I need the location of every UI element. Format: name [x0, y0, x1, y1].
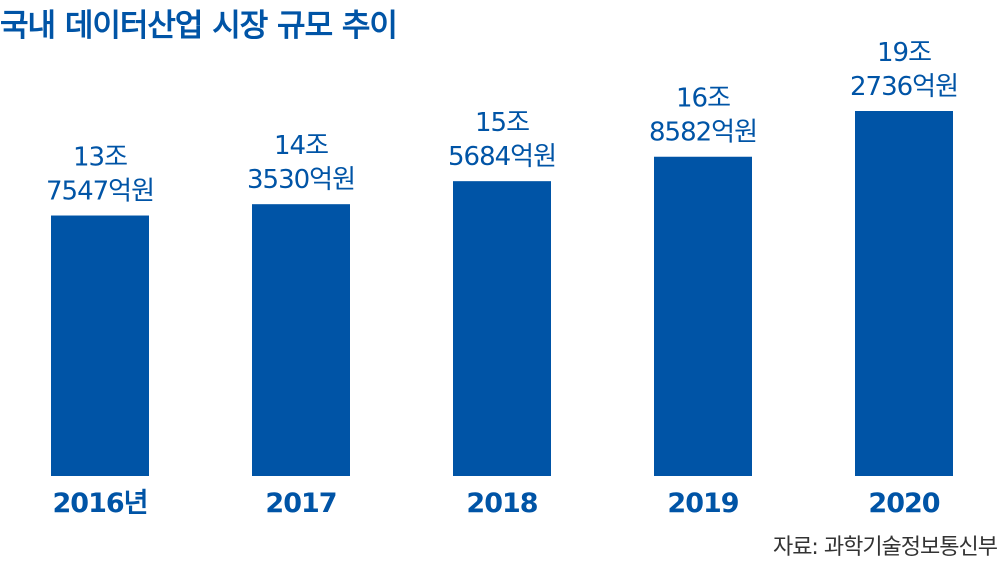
- bar-2018: [453, 181, 551, 477]
- data-label: 2736억원: [850, 72, 958, 102]
- data-label: 19조: [877, 38, 931, 68]
- x-tick-label: 2016년: [53, 488, 148, 519]
- data-label: 8582억원: [649, 118, 757, 148]
- data-label: 15조: [475, 108, 529, 138]
- source-note: 자료: 과학기술정보통신부: [772, 535, 998, 560]
- x-tick-label: 2019: [667, 488, 738, 519]
- x-tick-label: 2018: [466, 488, 537, 519]
- x-tick-label: 2017: [265, 488, 336, 519]
- bar-2019: [654, 156, 752, 476]
- bar-2020: [855, 111, 953, 476]
- data-label: 3530억원: [247, 165, 355, 195]
- data-label: 16조: [676, 84, 730, 114]
- chart-title: 국내 데이터산업 시장 규모 추이: [0, 8, 398, 44]
- bar-2017: [252, 204, 350, 477]
- x-tick-label: 2020: [868, 488, 939, 519]
- data-label: 5684억원: [448, 142, 556, 172]
- data-label: 7547억원: [46, 177, 154, 207]
- bar-2016년: [51, 215, 149, 477]
- data-label: 14조: [274, 131, 328, 161]
- data-label: 13조: [73, 143, 127, 173]
